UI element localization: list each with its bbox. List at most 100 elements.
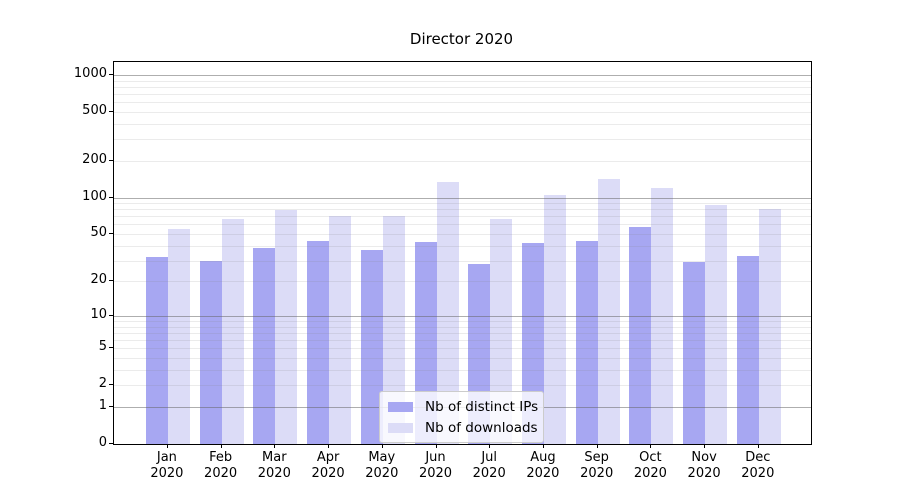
y-tick-mark bbox=[109, 196, 113, 198]
legend-swatch-downloads bbox=[388, 422, 413, 433]
bar-downloads bbox=[275, 209, 298, 444]
bar-downloads bbox=[329, 216, 352, 444]
gridline-minor bbox=[114, 102, 811, 104]
x-tick-mark bbox=[220, 444, 222, 448]
x-tick-mark bbox=[166, 444, 168, 448]
gridline-minor bbox=[114, 281, 811, 283]
gridline-minor bbox=[114, 86, 811, 88]
bar-downloads bbox=[382, 215, 405, 444]
x-tick-mark bbox=[489, 444, 491, 448]
bar-distinct-ips bbox=[199, 260, 222, 444]
y-tick-mark bbox=[109, 111, 113, 112]
gridline-minor bbox=[114, 358, 811, 359]
gridline-minor bbox=[114, 203, 811, 205]
gridline-minor bbox=[114, 160, 811, 162]
y-tick-mark bbox=[109, 233, 113, 234]
gridline-minor bbox=[114, 224, 811, 226]
bar-downloads bbox=[597, 178, 620, 444]
x-tick-mark bbox=[757, 444, 759, 448]
x-tick-label: Feb 2020 bbox=[204, 450, 238, 481]
x-tick-mark bbox=[542, 444, 544, 448]
gridline-minor bbox=[114, 209, 811, 211]
y-tick-label: 10 bbox=[90, 306, 107, 322]
y-tick-mark bbox=[109, 159, 113, 161]
gridline-minor bbox=[114, 234, 811, 235]
bar-distinct-ips bbox=[307, 240, 330, 444]
x-tick-label: Jan 2020 bbox=[150, 450, 184, 481]
x-tick-mark bbox=[596, 444, 598, 448]
x-tick-label: Aug 2020 bbox=[526, 450, 560, 481]
y-tick-label: 20 bbox=[90, 272, 107, 288]
x-tick-mark bbox=[435, 444, 437, 448]
legend: Nb of distinct IPs Nb of downloads bbox=[379, 391, 544, 443]
legend-label: Nb of distinct IPs bbox=[425, 398, 539, 415]
y-tick-label: 1000 bbox=[73, 66, 107, 81]
x-tick-label: Apr 2020 bbox=[311, 450, 345, 481]
bar-distinct-ips bbox=[575, 240, 598, 444]
x-tick-mark bbox=[650, 444, 652, 448]
y-tick-label: 200 bbox=[82, 151, 107, 167]
gridline-minor bbox=[114, 245, 811, 247]
x-tick-label: Oct 2020 bbox=[633, 450, 667, 481]
gridline-major bbox=[114, 75, 811, 76]
bar-distinct-ips bbox=[360, 249, 383, 444]
plot-area bbox=[113, 61, 812, 445]
gridline-minor bbox=[114, 326, 811, 328]
bar-downloads bbox=[221, 218, 244, 444]
bar-distinct-ips bbox=[683, 262, 706, 444]
x-tick-label: Jun 2020 bbox=[418, 450, 453, 481]
y-tick-label: 0 bbox=[98, 435, 107, 450]
y-tick-mark bbox=[109, 314, 113, 316]
bar-downloads bbox=[705, 205, 728, 444]
y-tick-label: 500 bbox=[82, 103, 107, 118]
gridline-minor bbox=[114, 348, 811, 350]
gridline-minor bbox=[114, 80, 811, 82]
x-tick-mark bbox=[328, 444, 330, 448]
gridline-minor bbox=[114, 112, 811, 113]
gridline-minor bbox=[114, 321, 811, 322]
bar-downloads bbox=[167, 229, 190, 444]
bar-downloads bbox=[543, 195, 566, 444]
chart-title: Director 2020 bbox=[409, 30, 514, 48]
gridline-major bbox=[114, 315, 811, 317]
gridline-minor bbox=[114, 385, 811, 387]
gridline-minor bbox=[114, 139, 811, 141]
y-tick-mark bbox=[109, 280, 113, 282]
x-tick-label: Dec 2020 bbox=[741, 450, 775, 481]
y-tick-label: 5 bbox=[98, 339, 107, 355]
x-tick-label: Mar 2020 bbox=[257, 450, 291, 481]
x-tick-label: May 2020 bbox=[365, 450, 399, 481]
x-tick-label: Jul 2020 bbox=[472, 450, 506, 481]
y-tick-label: 50 bbox=[90, 225, 107, 240]
legend-item: Nb of downloads bbox=[388, 417, 538, 438]
bar-downloads bbox=[758, 209, 781, 444]
gridline-minor bbox=[114, 370, 811, 371]
bar-distinct-ips bbox=[253, 248, 276, 444]
x-tick-label: Sep 2020 bbox=[580, 450, 614, 481]
x-tick-mark bbox=[381, 444, 383, 448]
gridline-minor bbox=[114, 332, 811, 334]
bar-downloads bbox=[490, 218, 513, 444]
gridline-minor bbox=[114, 123, 811, 125]
gridline-minor bbox=[114, 216, 811, 218]
x-tick-mark bbox=[704, 444, 706, 448]
bar-distinct-ips bbox=[736, 255, 759, 444]
y-tick-mark bbox=[109, 347, 113, 349]
x-tick-mark bbox=[274, 444, 276, 448]
x-tick-label: Nov 2020 bbox=[687, 450, 721, 481]
legend-item: Nb of distinct IPs bbox=[388, 396, 539, 417]
bar-downloads bbox=[436, 181, 459, 444]
y-tick-label: 100 bbox=[82, 188, 107, 204]
y-tick-mark bbox=[109, 443, 113, 444]
gridline-minor bbox=[114, 340, 811, 342]
gridline-major bbox=[114, 197, 811, 199]
legend-swatch-distinct-ips bbox=[388, 401, 413, 412]
y-tick-mark bbox=[109, 406, 113, 407]
y-tick-label: 2 bbox=[98, 376, 107, 392]
y-tick-label: 1 bbox=[98, 398, 107, 413]
legend-label: Nb of downloads bbox=[425, 419, 538, 436]
gridline-minor bbox=[114, 94, 811, 95]
y-tick-mark bbox=[109, 384, 113, 386]
bar-distinct-ips bbox=[145, 257, 168, 444]
